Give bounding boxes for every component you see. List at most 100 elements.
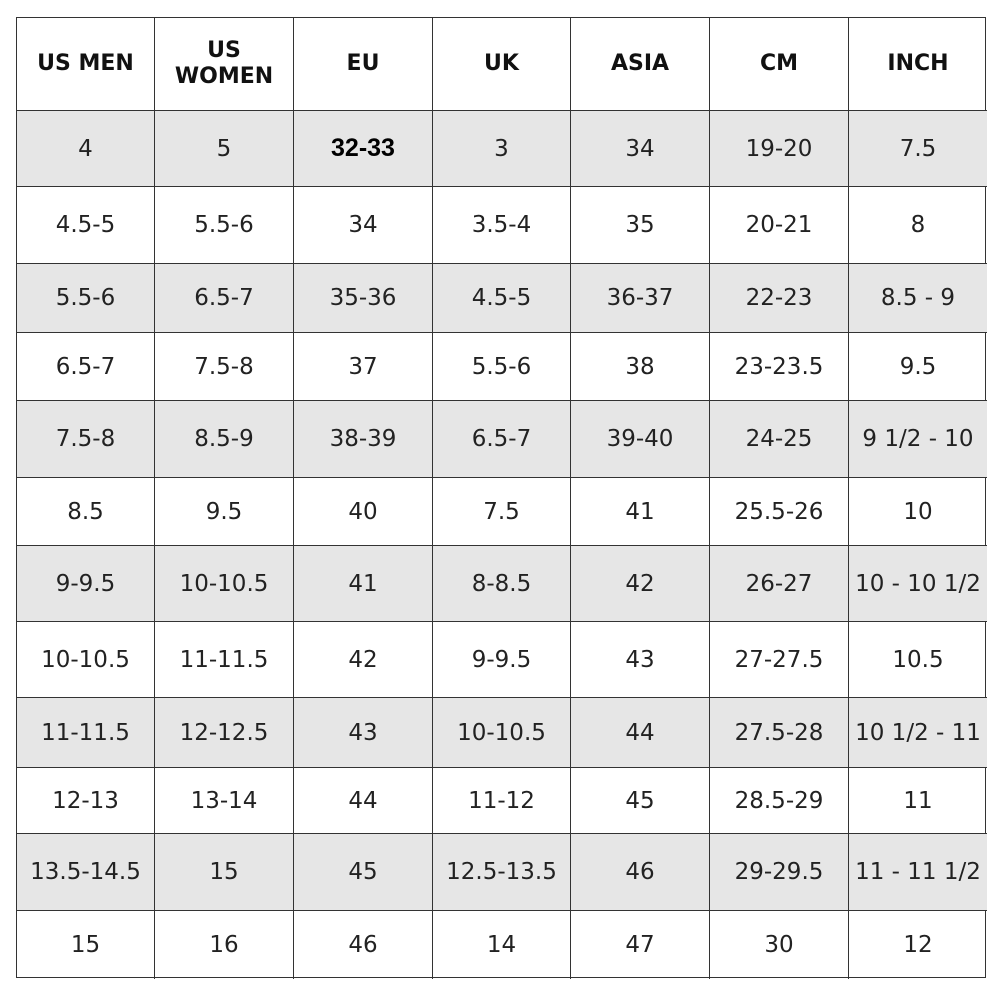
body-text: 4: [78, 135, 93, 162]
body-cell: 37: [294, 333, 433, 401]
body-cell: 24-25: [710, 401, 849, 478]
body-text: 8.5: [67, 498, 104, 525]
body-text: 12-13: [52, 787, 119, 814]
body-cell: 9.5: [155, 478, 294, 546]
body-cell: 10-10.5: [433, 698, 571, 768]
body-cell: 45: [294, 834, 433, 911]
body-text: 5.5-6: [471, 353, 532, 380]
body-text: 9-9.5: [55, 570, 116, 597]
header-cell: US WOMEN: [155, 18, 294, 111]
body-text: 22-23: [745, 285, 813, 311]
body-text: 43: [348, 719, 378, 746]
body-cell: 46: [571, 834, 710, 911]
header-cell: US MEN: [17, 18, 155, 111]
body-text: 46: [348, 932, 378, 958]
body-cell: 35: [571, 187, 710, 264]
header-cell: UK: [433, 18, 571, 111]
header-text: EU: [346, 50, 380, 76]
body-cell: 44: [294, 768, 433, 834]
body-text: 9.5: [205, 498, 243, 525]
body-text: 9 1/2 - 10: [862, 426, 974, 452]
body-text: 39-40: [606, 426, 674, 452]
body-text: 46: [625, 859, 655, 885]
body-text: 28.5-29: [734, 787, 824, 814]
body-cell: 5.5-6: [433, 333, 571, 401]
body-text: 7.5-8: [194, 353, 254, 380]
body-text: 30: [764, 932, 794, 958]
body-text: 25.5-26: [734, 498, 824, 525]
body-cell: 22-23: [710, 264, 849, 333]
body-cell: 7.5-8: [155, 333, 294, 401]
body-text: 23-23.5: [734, 353, 824, 380]
body-text: 11 - 11 1/2: [855, 859, 981, 885]
body-text: 34: [348, 212, 378, 238]
body-cell: 3.5-4: [433, 187, 571, 264]
body-text: 43: [625, 646, 655, 673]
body-text: 10: [903, 498, 933, 525]
body-text: 13-14: [190, 787, 258, 814]
body-cell: 12-12.5: [155, 698, 294, 768]
body-text: 45: [625, 787, 655, 814]
body-cell: 38-39: [294, 401, 433, 478]
body-cell: 14: [433, 911, 571, 979]
body-text: 10 - 10 1/2: [855, 570, 981, 597]
body-cell: 34: [294, 187, 433, 264]
size-table: US MEN US WOMEN EU UK ASIA CM INCH 4 5 32-33 3 34 19…: [16, 17, 987, 979]
body-text: 40: [348, 498, 378, 525]
body-text: 16: [209, 932, 239, 958]
body-text: 4.5-5: [471, 285, 532, 311]
body-cell: 11 - 11 1/2: [849, 834, 987, 911]
body-cell: 4: [17, 111, 155, 187]
body-text: 29-29.5: [734, 859, 824, 885]
body-text: 13.5-14.5: [30, 859, 141, 885]
body-cell: 12.5-13.5: [433, 834, 571, 911]
body-text: 32-33: [331, 134, 395, 162]
header-text: INCH: [887, 50, 949, 76]
body-text: 12: [903, 932, 933, 958]
body-cell: 19-20: [710, 111, 849, 187]
body-cell: 27.5-28: [710, 698, 849, 768]
body-cell: 7.5: [433, 478, 571, 546]
body-cell: 11: [849, 768, 987, 834]
body-text: 15: [209, 859, 239, 885]
header-text: CM: [759, 50, 799, 76]
body-cell: 12: [849, 911, 987, 979]
body-text: 6.5-7: [55, 353, 116, 380]
body-cell: 4.5-5: [433, 264, 571, 333]
body-cell: 28.5-29: [710, 768, 849, 834]
body-cell: 3: [433, 111, 571, 187]
header-text: US WOMEN: [174, 37, 274, 89]
header-cell: INCH: [849, 18, 987, 111]
body-cell: 8.5: [17, 478, 155, 546]
body-cell: 45: [571, 768, 710, 834]
body-cell: 10-10.5: [17, 622, 155, 698]
body-text: 5.5-6: [194, 212, 254, 238]
header-cell: EU: [294, 18, 433, 111]
header-cell: CM: [710, 18, 849, 111]
body-text: 7.5: [899, 135, 937, 162]
body-text: 8: [910, 212, 926, 238]
body-cell: 43: [294, 698, 433, 768]
body-text: 34: [625, 135, 655, 162]
body-cell: 13.5-14.5: [17, 834, 155, 911]
body-cell: 7.5: [849, 111, 987, 187]
body-cell: 5: [155, 111, 294, 187]
body-cell: 6.5-7: [155, 264, 294, 333]
body-cell: 27-27.5: [710, 622, 849, 698]
body-text: 42: [625, 570, 655, 597]
body-cell: 6.5-7: [433, 401, 571, 478]
body-cell: 6.5-7: [17, 333, 155, 401]
body-text: 38-39: [329, 426, 397, 452]
body-text: 9-9.5: [471, 646, 532, 673]
body-text: 26-27: [745, 570, 813, 597]
body-text: 11-11.5: [41, 719, 130, 746]
body-text: 45: [348, 859, 378, 885]
body-cell: 16: [155, 911, 294, 979]
body-cell: 10.5: [849, 622, 987, 698]
body-cell: 15: [17, 911, 155, 979]
body-text: 44: [348, 787, 378, 814]
body-text: 44: [625, 719, 655, 746]
body-text: 10-10.5: [457, 719, 546, 746]
body-cell: 8.5-9: [155, 401, 294, 478]
body-cell: 40: [294, 478, 433, 546]
